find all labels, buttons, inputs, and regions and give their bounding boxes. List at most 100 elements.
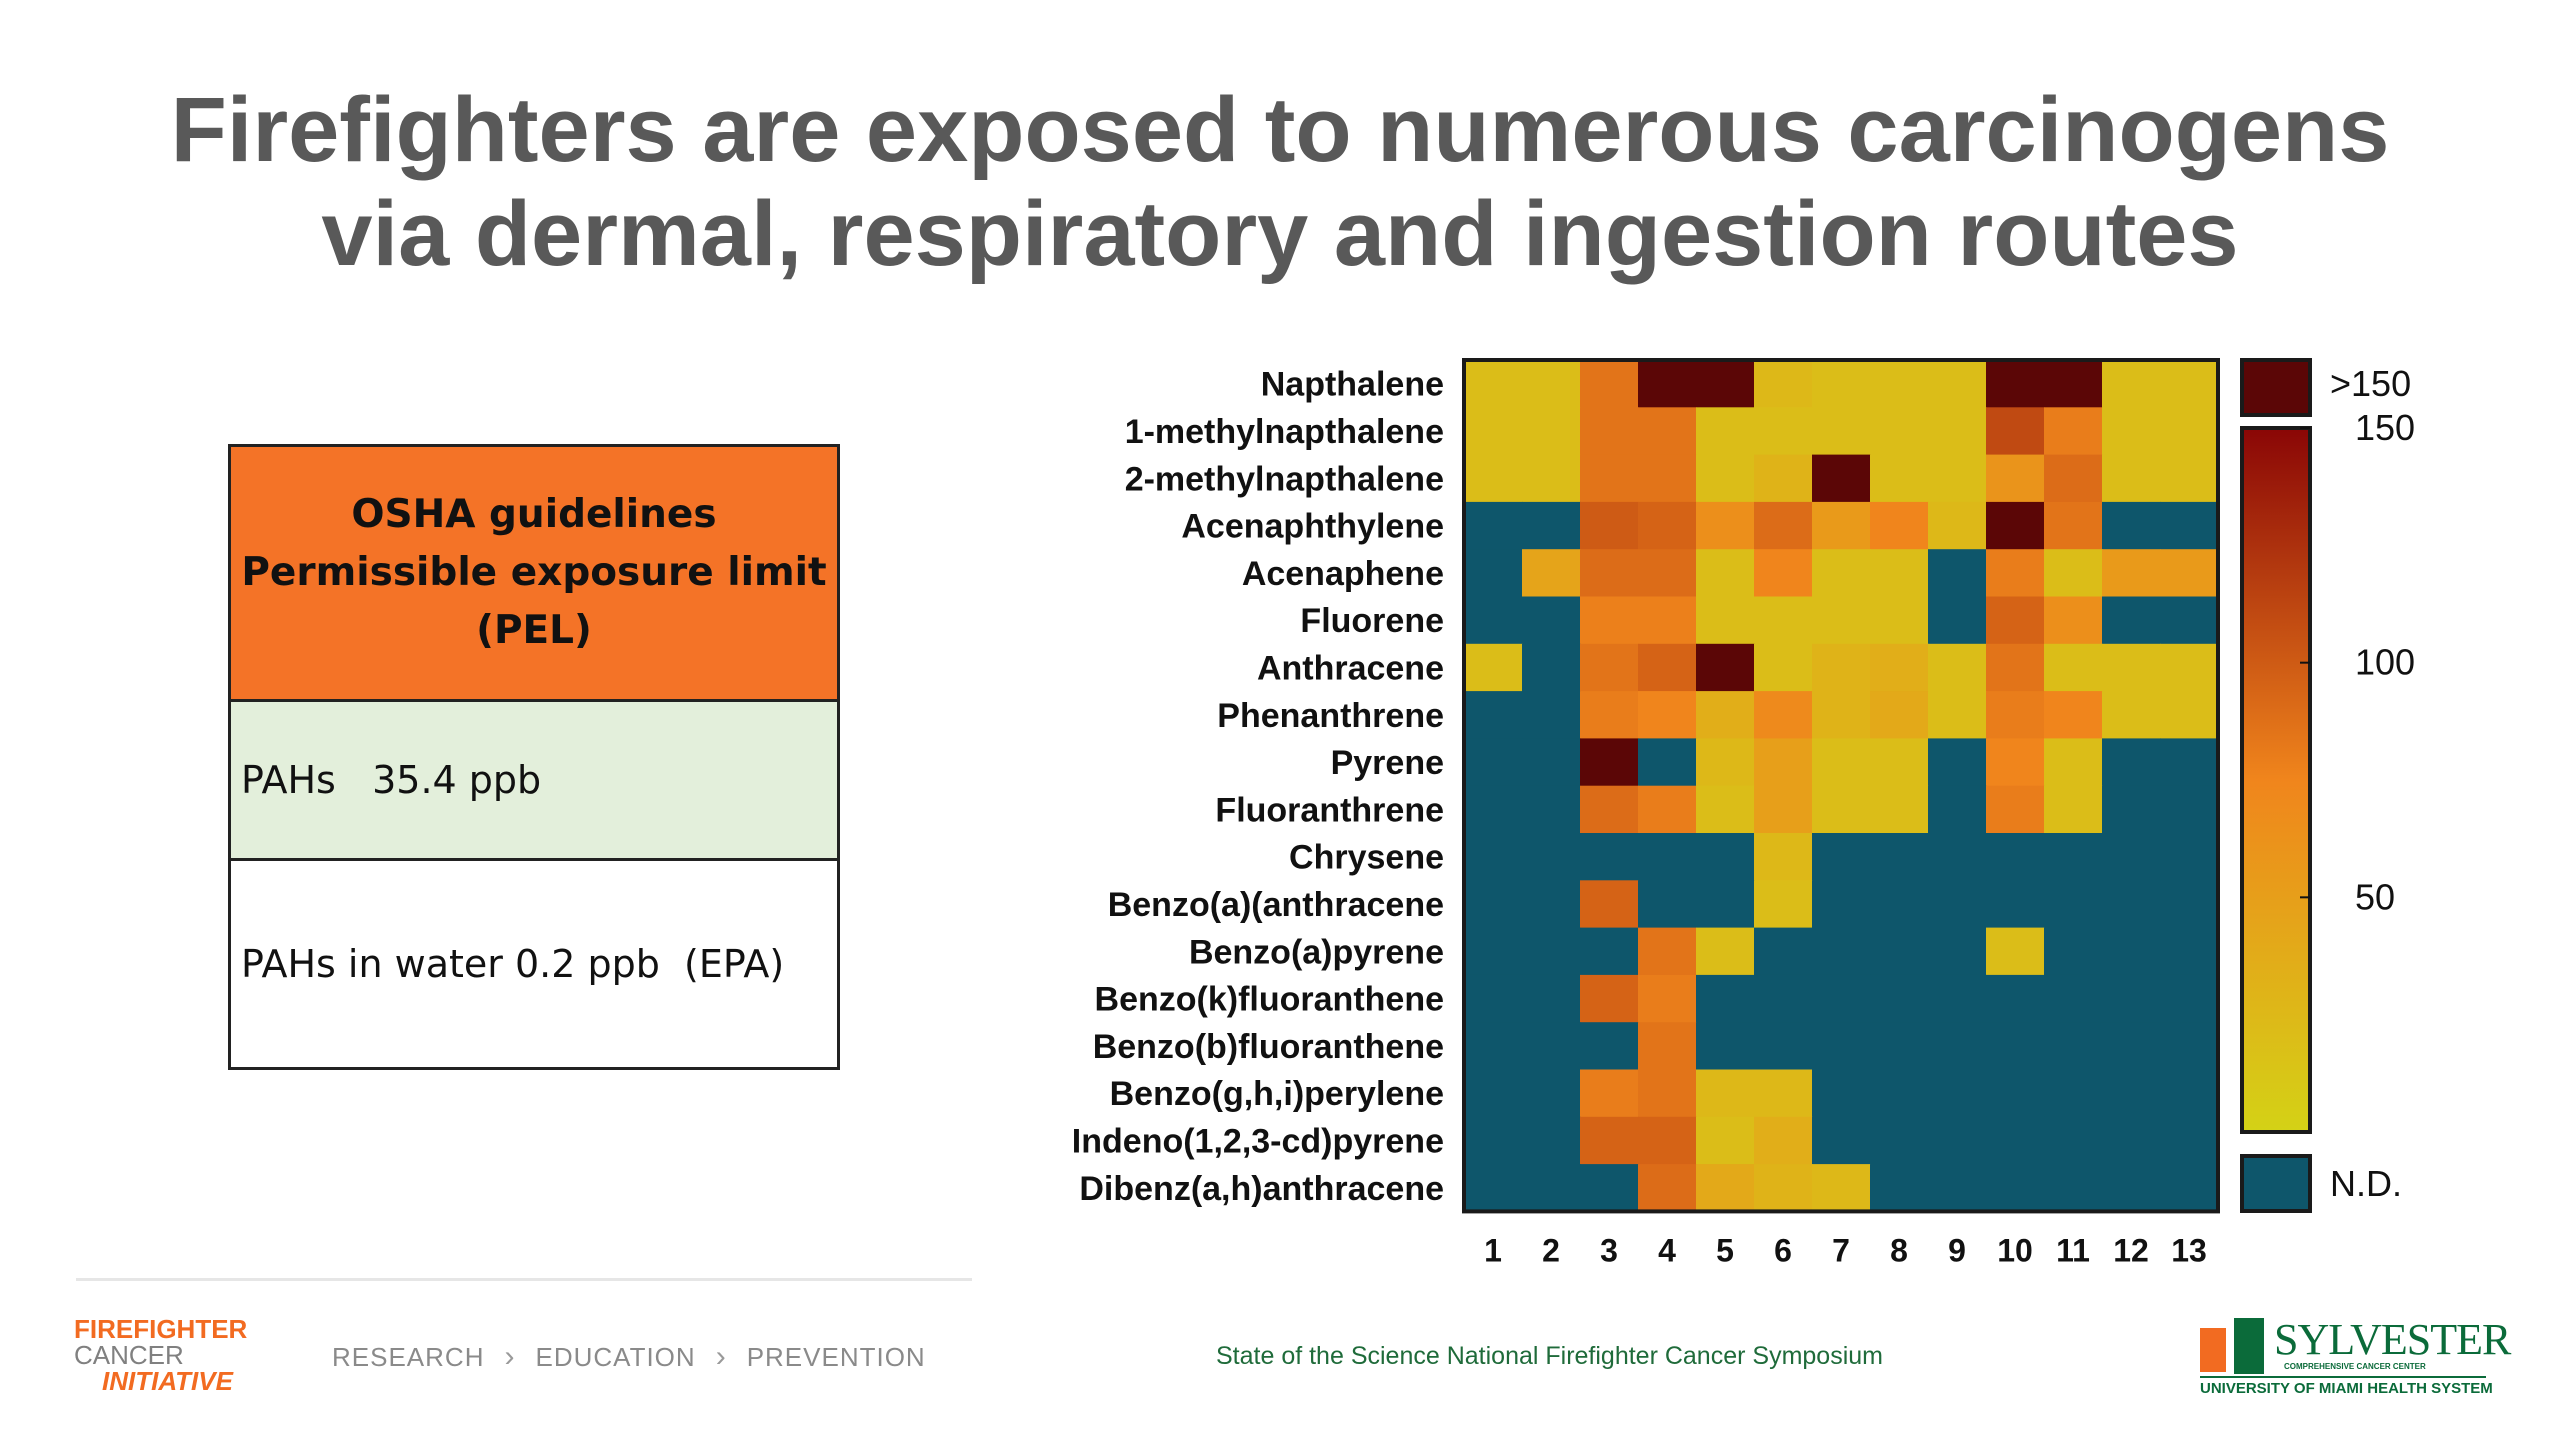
- heatmap-cell: [1754, 1022, 1813, 1071]
- heatmap-cell: [1870, 501, 1929, 550]
- heatmap-cell: [1522, 691, 1581, 739]
- heatmap-cell: [1870, 738, 1929, 787]
- heatmap-cell: [1696, 927, 1755, 976]
- heatmap-cell: [1522, 1022, 1581, 1071]
- heatmap-cell: [2044, 691, 2103, 739]
- heatmap-cell: [1928, 691, 1987, 739]
- row-label: Pyrene: [1331, 744, 1444, 782]
- heatmap-cell: [1986, 738, 2045, 787]
- heatmap-cell: [1696, 596, 1755, 645]
- heatmap-cell: [1812, 691, 1871, 739]
- heatmap-cell: [2160, 1069, 2219, 1118]
- heatmap-cell: [2044, 596, 2103, 645]
- row-label: Benzo(k)fluoranthene: [1095, 981, 1444, 1019]
- column-label: 11: [2056, 1232, 2090, 1268]
- heatmap-cell: [1928, 785, 1987, 834]
- heatmap-cell: [1580, 360, 1639, 408]
- heatmap-cell: [2160, 738, 2219, 787]
- heatmap-cell: [2160, 407, 2219, 456]
- column-label: 1: [1484, 1232, 1502, 1268]
- heatmap-cell: [1464, 596, 1523, 645]
- heatmap-cell: [2160, 927, 2219, 976]
- heatmap-cell: [1754, 1069, 1813, 1118]
- heatmap-cell: [1928, 833, 1987, 881]
- heatmap-cell: [1754, 360, 1813, 408]
- heatmap-cell: [1638, 1116, 1697, 1165]
- row-label: Dibenz(a,h)anthracene: [1079, 1170, 1444, 1208]
- scale-gradient-bar: [2240, 426, 2312, 1134]
- heatmap-cell: [1754, 927, 1813, 976]
- row-label: Phenanthrene: [1217, 697, 1444, 735]
- heatmap-cell: [1870, 407, 1929, 456]
- heatmap-cell: [1870, 691, 1929, 739]
- heatmap-cell: [1928, 454, 1987, 503]
- u-logo-icon: [2200, 1318, 2270, 1374]
- heatmap-cell: [2160, 880, 2219, 929]
- heatmap-cell: [1812, 927, 1871, 976]
- heatmap-cell: [1870, 360, 1929, 408]
- heatmap-cell: [1986, 1116, 2045, 1165]
- heatmap-cell: [1464, 974, 1523, 1023]
- column-label: 4: [1658, 1232, 1676, 1268]
- heatmap-cell: [1754, 454, 1813, 503]
- column-label: 10: [1997, 1232, 2033, 1268]
- heatmap-cell: [1696, 501, 1755, 550]
- heatmap-cell: [1696, 691, 1755, 739]
- heatmap-cell: [1812, 1022, 1871, 1071]
- column-label: 13: [2171, 1232, 2207, 1268]
- heatmap-cell: [1812, 785, 1871, 834]
- heatmap-cell: [2160, 1116, 2219, 1165]
- heatmap-cell: [1580, 1116, 1639, 1165]
- heatmap-cell: [1928, 1116, 1987, 1165]
- heatmap-cell: [1812, 596, 1871, 645]
- heatmap-cell: [1928, 407, 1987, 456]
- heatmap-cell: [1522, 454, 1581, 503]
- scale-over-label: >150: [2330, 363, 2411, 404]
- heatmap-cell: [1812, 454, 1871, 503]
- heatmap-cell: [1522, 738, 1581, 787]
- heatmap-cell: [2044, 1164, 2103, 1212]
- heatmap-cell: [1638, 549, 1697, 598]
- heatmap-cell: [1638, 643, 1697, 692]
- heatmap-cell: [1464, 785, 1523, 834]
- column-label: 3: [1600, 1232, 1618, 1268]
- row-label: Acenaphene: [1242, 555, 1444, 593]
- heatmap-frame: [1462, 358, 2220, 1214]
- heatmap-cell: [1580, 501, 1639, 550]
- heatmap-cell: [1638, 785, 1697, 834]
- heatmap-cell: [1696, 1022, 1755, 1071]
- pel-header-line3: (PEL): [476, 608, 592, 653]
- scale-tick-label: 100: [2355, 642, 2415, 683]
- heatmap-cell: [1754, 785, 1813, 834]
- row-label: Chrysene: [1289, 839, 1444, 877]
- heatmap-cell: [2160, 454, 2219, 503]
- sylvester-health-system: UNIVERSITY OF MIAMI HEALTH SYSTEM: [2200, 1380, 2493, 1397]
- heatmap-cell: [1870, 1022, 1929, 1071]
- heatmap-cell: [2160, 785, 2219, 834]
- heatmap-cell: [1812, 974, 1871, 1023]
- heatmap-cell: [2160, 643, 2219, 692]
- heatmap-cell: [1696, 1116, 1755, 1165]
- heatmap-cell: [1638, 927, 1697, 976]
- row-label: Acenaphthylene: [1181, 508, 1444, 546]
- slide-title-line1: Firefighters are exposed to numerous car…: [170, 79, 2390, 181]
- heatmap-cell: [1696, 880, 1755, 929]
- heatmap-cell: [2102, 927, 2161, 976]
- heatmap-cell: [1638, 833, 1697, 881]
- heatmap-cell: [1986, 643, 2045, 692]
- heatmap-cell: [1522, 643, 1581, 692]
- heatmap-cell: [1986, 596, 2045, 645]
- heatmap-cell: [2102, 1116, 2161, 1165]
- heatmap-cell: [1522, 1164, 1581, 1212]
- heatmap-cell: [2044, 1069, 2103, 1118]
- heatmap-cell: [1986, 927, 2045, 976]
- heatmap-cell: [1580, 738, 1639, 787]
- heatmap-cell: [1580, 785, 1639, 834]
- heatmap-cell: [1928, 501, 1987, 550]
- heatmap-cell: [1522, 927, 1581, 976]
- heatmap-cell: [1754, 1164, 1813, 1212]
- symposium-caption: State of the Science National Firefighte…: [1216, 1342, 1883, 1370]
- heatmap-cell: [1638, 596, 1697, 645]
- heatmap-cell: [1696, 785, 1755, 834]
- heatmap-cell: [1812, 643, 1871, 692]
